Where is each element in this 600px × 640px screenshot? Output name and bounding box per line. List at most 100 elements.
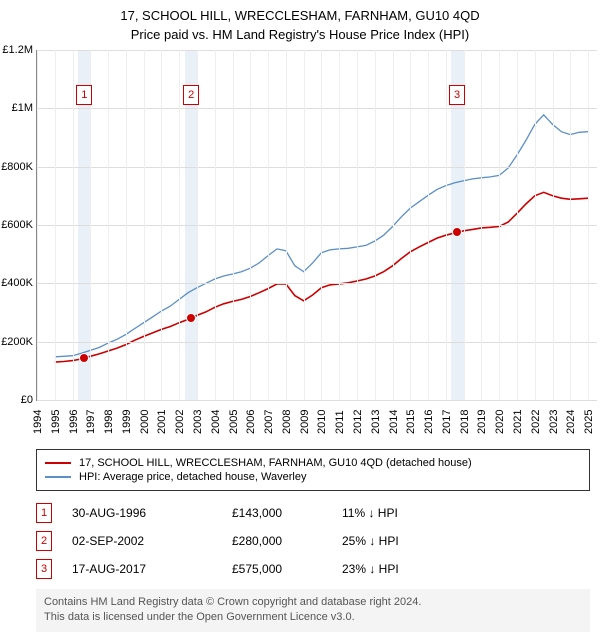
x-axis-label: 2012 [352,410,364,434]
footnote-line: Contains HM Land Registry data © Crown c… [44,595,582,610]
x-gridline [517,50,518,400]
x-gridline [588,50,589,400]
x-gridline [73,50,74,400]
x-axis-label: 2000 [139,410,151,434]
x-axis-label: 1997 [85,410,97,434]
x-axis-label: 1998 [103,410,115,434]
chart-container: 17, SCHOOL HILL, WRECCLESHAM, FARNHAM, G… [0,0,600,632]
x-gridline [410,50,411,400]
y-gridline [37,342,597,343]
x-gridline [144,50,145,400]
x-gridline [375,50,376,400]
x-axis-label: 2005 [228,410,240,434]
x-gridline [161,50,162,400]
x-gridline [215,50,216,400]
footnote: Contains HM Land Registry data © Crown c… [36,589,590,632]
x-axis-label: 2019 [476,410,488,434]
legend-row: HPI: Average price, detached house, Wave… [45,470,581,484]
transaction-date: 30-AUG-1996 [72,506,212,520]
x-gridline [553,50,554,400]
transactions-table: 1 30-AUG-1996 £143,000 11% ↓ HPI 2 02-SE… [36,499,590,583]
x-axis-label: 2010 [316,410,328,434]
y-gridline [37,50,597,51]
x-axis-label: 2021 [512,410,524,434]
x-gridline [233,50,234,400]
transaction-date: 02-SEP-2002 [72,534,212,548]
y-gridline [37,400,597,401]
x-gridline [108,50,109,400]
x-axis-label: 2022 [530,410,542,434]
transaction-marker: 3 [36,559,52,579]
x-gridline [304,50,305,400]
x-gridline [179,50,180,400]
y-gridline [37,283,597,284]
legend-swatch [45,476,71,478]
x-axis-label: 2011 [334,410,346,434]
x-axis-label: 1994 [32,410,44,434]
x-axis-label: 2023 [548,410,560,434]
chart-subtitle: Price paid vs. HM Land Registry's House … [0,23,600,50]
transaction-price: £280,000 [232,534,322,548]
x-axis-label: 1999 [121,410,133,434]
x-axis-label: 2008 [281,410,293,434]
y-axis-label: £1.2M [2,44,33,56]
y-gridline [37,167,597,168]
y-axis-label: £1M [12,102,33,114]
transaction-hpi: 11% ↓ HPI [342,506,432,520]
y-gridline [37,225,597,226]
legend-swatch [45,462,71,464]
legend-row: 17, SCHOOL HILL, WRECCLESHAM, FARNHAM, G… [45,456,581,470]
chart-marker: 2 [183,85,199,105]
x-axis-label: 2018 [459,410,471,434]
y-axis-label: £600K [1,219,33,231]
transaction-price: £575,000 [232,562,322,576]
transaction-price: £143,000 [232,506,322,520]
footnote-line: This data is licensed under the Open Gov… [44,610,582,625]
x-axis-label: 2020 [494,410,506,434]
x-axis-label: 2009 [299,410,311,434]
x-axis-label: 2014 [388,410,400,434]
x-gridline [321,50,322,400]
y-gridline [37,108,597,109]
y-axis-label: £0 [21,394,33,406]
x-axis-label: 2003 [192,410,204,434]
legend-box: 17, SCHOOL HILL, WRECCLESHAM, FARNHAM, G… [36,449,590,491]
chart-dot [452,227,462,237]
chart-marker: 3 [449,85,465,105]
chart-plot-area: £0£200K£400K£600K£800K£1M£1.2M1994199519… [36,50,597,401]
x-gridline [55,50,56,400]
table-row: 3 17-AUG-2017 £575,000 23% ↓ HPI [36,555,590,583]
chart-dot [186,313,196,323]
transaction-hpi: 23% ↓ HPI [342,562,432,576]
chart-marker: 1 [76,85,92,105]
x-gridline [126,50,127,400]
x-gridline [499,50,500,400]
legend-label: 17, SCHOOL HILL, WRECCLESHAM, FARNHAM, G… [79,457,472,469]
x-axis-label: 2016 [423,410,435,434]
transaction-date: 17-AUG-2017 [72,562,212,576]
x-axis-label: 1995 [50,410,62,434]
x-gridline [428,50,429,400]
x-axis-label: 2006 [245,410,257,434]
x-gridline [268,50,269,400]
x-gridline [37,50,38,400]
x-axis-label: 2007 [263,410,275,434]
y-axis-label: £800K [1,161,33,173]
chart-title: 17, SCHOOL HILL, WRECCLESHAM, FARNHAM, G… [0,0,600,23]
table-row: 1 30-AUG-1996 £143,000 11% ↓ HPI [36,499,590,527]
transaction-marker: 2 [36,531,52,551]
x-gridline [250,50,251,400]
x-axis-label: 1996 [68,410,80,434]
x-axis-label: 2013 [370,410,382,434]
x-gridline [446,50,447,400]
table-row: 2 02-SEP-2002 £280,000 25% ↓ HPI [36,527,590,555]
x-gridline [570,50,571,400]
x-axis-label: 2004 [210,410,222,434]
x-axis-label: 2015 [405,410,417,434]
x-axis-label: 2002 [174,410,186,434]
x-gridline [286,50,287,400]
transaction-hpi: 25% ↓ HPI [342,534,432,548]
chart-dot [79,353,89,363]
y-axis-label: £200K [1,336,33,348]
legend-label: HPI: Average price, detached house, Wave… [79,471,306,483]
